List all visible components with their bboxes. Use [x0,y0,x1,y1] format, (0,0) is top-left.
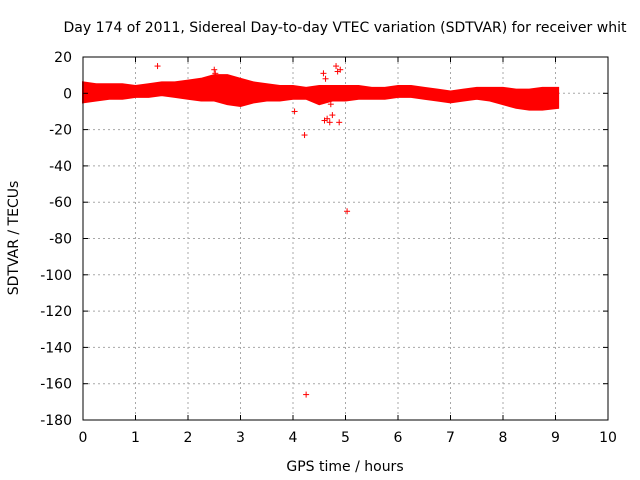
y-tick-labels: 20 0 -20 -40 -60 -80 -100 -120 -140 -160 -180 [40,50,72,429]
data-point [291,108,298,115]
x-tick-label: 3 [236,430,245,446]
ticks-layer [82,56,609,421]
y-tick-label: -140 [40,340,72,356]
x-axis-label: GPS time / hours [286,459,403,475]
x-tick-label: 6 [394,430,403,446]
data-point [326,119,333,126]
y-tick-label: -100 [40,268,72,284]
y-tick-label: -160 [40,377,72,393]
data-point [303,391,310,398]
y-tick-label: -60 [49,195,72,211]
y-tick-label: 0 [63,86,72,102]
data-point [301,132,308,139]
y-tick-label: -120 [40,304,72,320]
grid-layer [83,57,608,420]
data-point [322,75,329,82]
data-point [329,112,336,119]
data-point [337,66,344,73]
x-tick-label: 5 [341,430,350,446]
data-point [212,70,219,77]
x-tick-label: 2 [184,430,193,446]
x-tick-labels: 0 1 2 3 4 5 6 7 8 9 10 [79,430,617,446]
data-band [82,74,560,111]
x-tick-label: 0 [79,430,88,446]
y-tick-label: -80 [49,232,72,248]
y-tick-label: -180 [40,413,72,429]
x-tick-label: 7 [446,430,455,446]
data-point [336,119,343,126]
data-point [333,63,340,70]
outlier-points-layer [154,63,351,398]
chart-title: Day 174 of 2011, Sidereal Day-to-day VTE… [64,20,627,36]
x-tick-label: 1 [131,430,140,446]
data-band-layer [82,74,560,111]
data-point [327,101,334,108]
data-point [154,63,161,70]
data-point [211,66,218,73]
data-point [324,115,331,122]
y-tick-label: -20 [49,123,72,139]
y-axis-label: SDTVAR / TECUs [6,181,22,296]
x-tick-label: 9 [551,430,560,446]
x-tick-label: 4 [289,430,298,446]
data-point [320,70,327,77]
y-tick-label: -40 [49,159,72,175]
x-tick-label: 8 [499,430,508,446]
x-tick-label: 10 [599,430,617,446]
y-tick-label: 20 [54,50,72,66]
data-point [344,208,351,215]
